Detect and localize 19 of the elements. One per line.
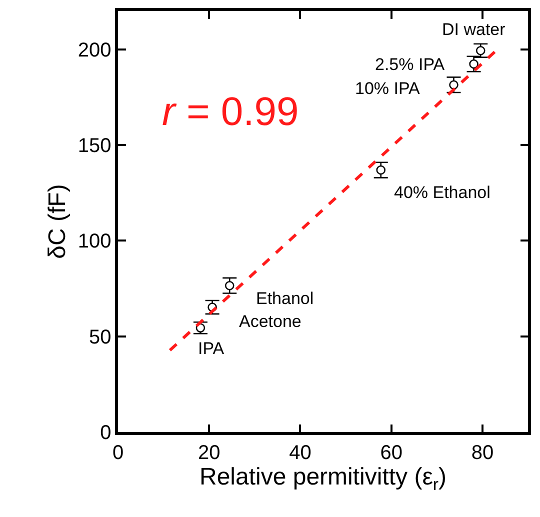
y-tick-label: 200 <box>78 39 112 62</box>
y-tick-label: 50 <box>89 326 112 348</box>
annotation: DI water <box>442 20 506 39</box>
y-tick-label: 100 <box>78 230 112 253</box>
x-tick-label: 60 <box>380 442 402 464</box>
y-tick-label: 150 <box>78 134 112 157</box>
annotation: r = 0.99 <box>162 90 299 134</box>
x-axis-title: Relative permitivitty (ε$_{r}$) <box>199 464 447 494</box>
y-axis-title: δC (fF) <box>44 184 71 259</box>
annotation: Acetone <box>239 312 302 331</box>
annotation: 2.5% IPA <box>375 55 446 74</box>
y-tick-label: 0 <box>100 422 112 444</box>
annotation: IPA <box>198 339 225 358</box>
annotation: 40% Ethanol <box>394 183 490 202</box>
x-tick-label: 80 <box>471 442 494 464</box>
x-tick-label: 40 <box>289 442 312 464</box>
annotation: 10% IPA <box>355 79 421 98</box>
annotation: Ethanol <box>256 289 314 308</box>
x-tick-label: 20 <box>198 442 220 464</box>
